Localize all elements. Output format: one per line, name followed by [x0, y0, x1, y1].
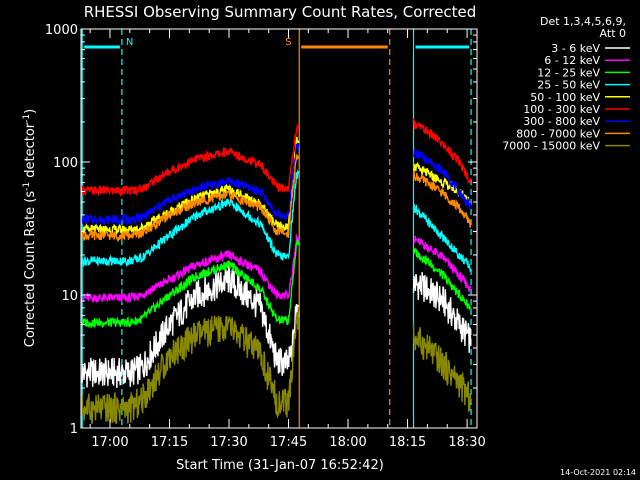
y-tick-label-0: 1 [70, 422, 78, 437]
legend-header-line1: Det 1,3,4,5,6,9, [540, 15, 626, 28]
flag-label-s: S [285, 37, 291, 48]
x-tick-label-2: 17:30 [210, 435, 247, 450]
series-line-3 [81, 169, 472, 273]
y-tick-label-2: 100 [53, 156, 78, 171]
x-tick-label-4: 18:00 [329, 435, 366, 450]
x-tick-label-6: 18:30 [448, 435, 485, 450]
series-line-6 [81, 142, 472, 227]
series-line-2 [81, 239, 472, 329]
flag-label-n: N [126, 37, 133, 48]
axes: 1 10 100 1000 17:00 17:15 17:30 17:45 18:00 18:15… [45, 23, 486, 450]
legend-label-7: 800 - 7000 keV [516, 127, 600, 140]
y-axis-label: Corrected Count Rate (s-1 detector-1) [22, 109, 38, 347]
legend-label-0: 3 - 6 keV [551, 42, 600, 55]
chart-title: RHESSI Observing Summary Count Rates, Co… [84, 3, 477, 21]
series-line-1 [81, 232, 472, 303]
x-tick-label-3: 17:45 [270, 435, 307, 450]
series-line-7 [81, 154, 472, 243]
series-line-8 [81, 306, 472, 425]
x-tick-label-0: 17:00 [91, 435, 128, 450]
legend-label-3: 25 - 50 keV [537, 79, 600, 92]
legend-label-5: 100 - 300 keV [523, 103, 600, 116]
y-tick-label-1: 10 [61, 289, 78, 304]
legend-label-1: 6 - 12 keV [544, 54, 600, 67]
render-timestamp: 14-Oct-2021 02:14 [560, 468, 636, 477]
x-tick-label-5: 18:15 [389, 435, 426, 450]
legend-label-6: 300 - 800 keV [523, 115, 600, 128]
legend-label-8: 7000 - 15000 keV [502, 140, 600, 153]
plot-frame [80, 28, 478, 429]
legend-label-2: 12 - 25 keV [537, 66, 600, 79]
x-axis-label: Start Time (31-Jan-07 16:52:42) [176, 458, 384, 473]
series-line-5 [81, 118, 472, 197]
legend-header-line2: Att 0 [600, 27, 626, 40]
x-tick-label-1: 17:15 [151, 435, 188, 450]
series-line-0 [81, 263, 472, 389]
legend-label-4: 50 - 100 keV [530, 91, 600, 104]
y-tick-label-3: 1000 [45, 23, 78, 38]
